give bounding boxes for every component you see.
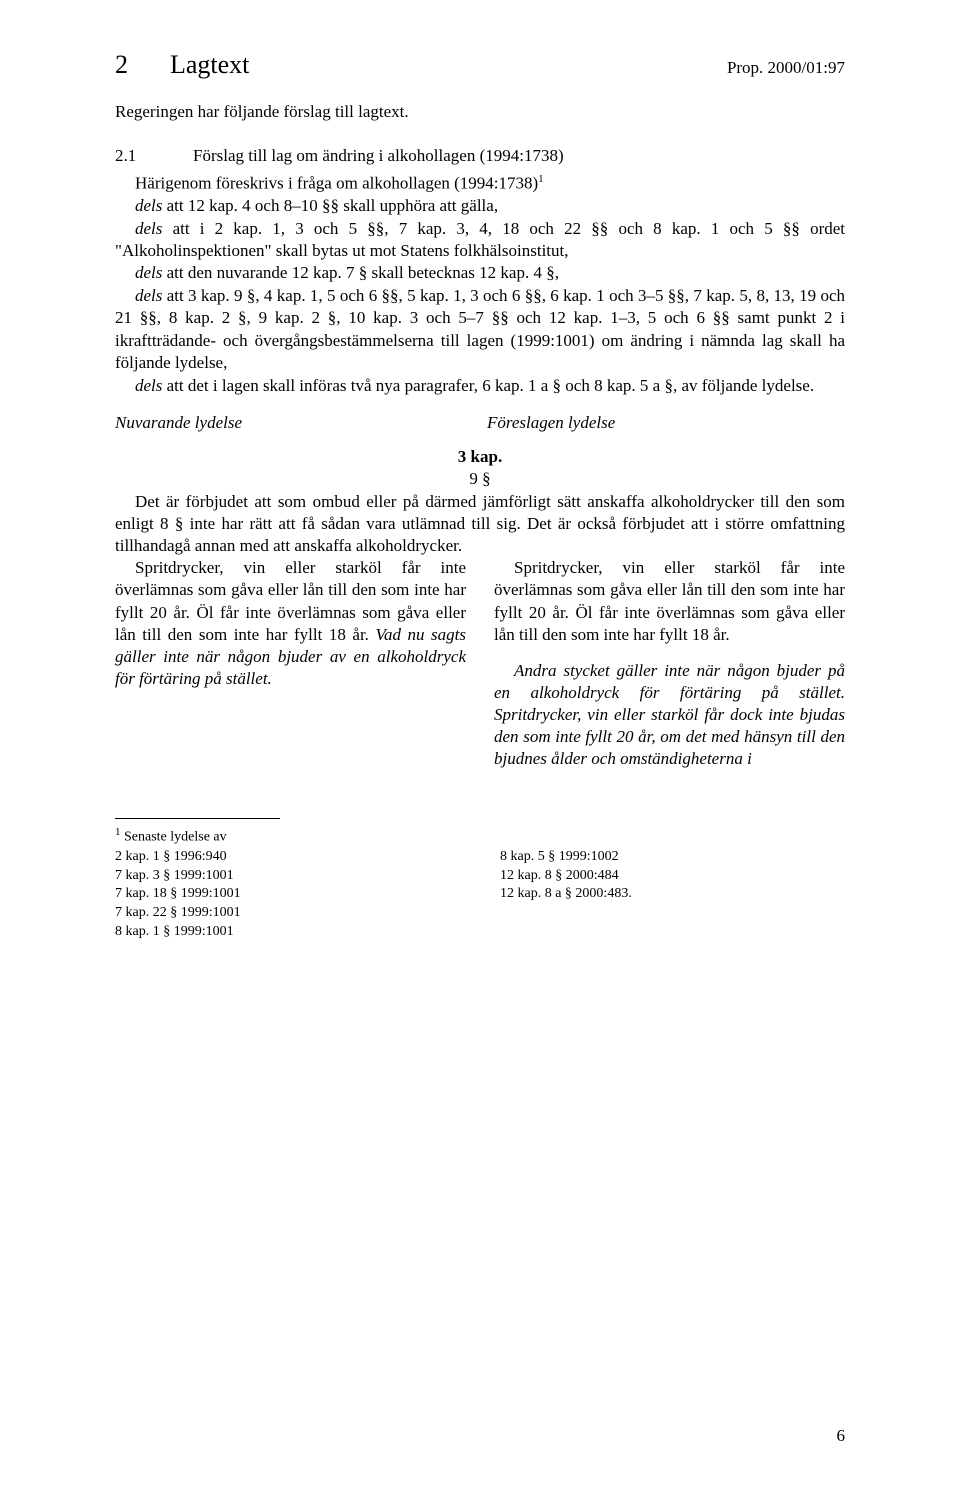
section-title: Lagtext — [170, 50, 249, 79]
page-number: 6 — [837, 1426, 846, 1446]
right-col-p1: Spritdrycker, vin eller starköl får inte… — [494, 557, 845, 645]
right-column: Spritdrycker, vin eller starköl får inte… — [494, 557, 845, 770]
footnote-item: 8 kap. 1 § 1999:1001 — [115, 923, 460, 942]
body-dels-2: dels att i 2 kap. 1, 3 och 5 §§, 7 kap. … — [115, 218, 845, 263]
main-body: Härigenom föreskrivs i fråga om alkoholl… — [115, 172, 845, 397]
footnote-item: 7 kap. 22 § 1999:1001 — [115, 904, 460, 923]
header-left: 2 Lagtext — [115, 50, 249, 80]
body-dels-4: dels att 3 kap. 9 §, 4 kap. 1, 5 och 6 §… — [115, 285, 845, 375]
footnote-columns: 2 kap. 1 § 1996:940 7 kap. 3 § 1999:1001… — [115, 848, 845, 942]
chapter-paragraph: 9 § — [115, 469, 845, 489]
footnote-left-col: 2 kap. 1 § 1996:940 7 kap. 3 § 1999:1001… — [115, 848, 460, 942]
dels-text: att i 2 kap. 1, 3 och 5 §§, 7 kap. 3, 4,… — [115, 219, 845, 260]
body-dels-3: dels att den nuvarande 12 kap. 7 § skall… — [115, 262, 845, 284]
dels-keyword: dels — [135, 196, 162, 215]
two-column-comparison: Spritdrycker, vin eller starköl får inte… — [115, 557, 845, 770]
body-line-1: Härigenom föreskrivs i fråga om alkoholl… — [115, 172, 845, 195]
footnote-item: 2 kap. 1 § 1996:940 — [115, 848, 460, 867]
chapter-title: 3 kap. — [115, 447, 845, 467]
dels-keyword: dels — [135, 263, 162, 282]
footnote-item: 8 kap. 5 § 1999:1002 — [500, 848, 845, 867]
left-column: Spritdrycker, vin eller starköl får inte… — [115, 557, 466, 770]
footnote-ref-1: 1 — [538, 173, 544, 185]
dels-keyword: dels — [135, 376, 162, 395]
body-dels-5: dels att det i lagen skall införas två n… — [115, 375, 845, 397]
footnote-header: 1 Senaste lydelse av — [115, 825, 845, 848]
intro-paragraph: Regeringen har följande förslag till lag… — [115, 102, 845, 122]
col-header-left: Nuvarande lydelse — [115, 413, 473, 433]
fullwidth-text: Det är förbjudet att som ombud eller på … — [115, 491, 845, 557]
fullwidth-paragraph: Det är förbjudet att som ombud eller på … — [115, 491, 845, 557]
footnotes: 1 Senaste lydelse av 2 kap. 1 § 1996:940… — [115, 825, 845, 942]
footnote-right-col: 8 kap. 5 § 1999:1002 12 kap. 8 § 2000:48… — [460, 848, 845, 942]
footnote-item: 12 kap. 8 a § 2000:483. — [500, 885, 845, 904]
footnote-item: 12 kap. 8 § 2000:484 — [500, 867, 845, 886]
section-number: 2 — [115, 50, 128, 79]
footnote-separator — [115, 818, 280, 819]
subsection-number: 2.1 — [115, 146, 193, 166]
page-header: 2 Lagtext Prop. 2000/01:97 — [115, 50, 845, 80]
dels-text: att 12 kap. 4 och 8–10 §§ skall upphöra … — [162, 196, 498, 215]
spacer — [494, 646, 845, 660]
column-headers: Nuvarande lydelse Föreslagen lydelse — [115, 413, 845, 433]
subsection-title: Förslag till lag om ändring i alkohollag… — [193, 146, 564, 166]
body-dels-1: dels att 12 kap. 4 och 8–10 §§ skall upp… — [115, 195, 845, 217]
right-col-p2: Andra stycket gäller inte när någon bjud… — [494, 660, 845, 770]
subsection-header: 2.1 Förslag till lag om ändring i alkoho… — [115, 146, 845, 166]
footnote-label: Senaste lydelse av — [121, 830, 227, 845]
body-p1a: Härigenom föreskrivs i fråga om alkoholl… — [135, 174, 538, 193]
col-header-right: Föreslagen lydelse — [473, 413, 845, 433]
prop-label: Prop. 2000/01:97 — [727, 58, 845, 78]
dels-keyword: dels — [135, 286, 162, 305]
dels-text: att det i lagen skall införas två nya pa… — [162, 376, 814, 395]
left-col-p1: Spritdrycker, vin eller starköl får inte… — [115, 557, 466, 690]
dels-keyword: dels — [135, 219, 162, 238]
footnote-item: 7 kap. 3 § 1999:1001 — [115, 867, 460, 886]
dels-text: att 3 kap. 9 §, 4 kap. 1, 5 och 6 §§, 5 … — [115, 286, 845, 372]
footnote-item: 7 kap. 18 § 1999:1001 — [115, 885, 460, 904]
dels-text: att den nuvarande 12 kap. 7 § skall bete… — [162, 263, 559, 282]
